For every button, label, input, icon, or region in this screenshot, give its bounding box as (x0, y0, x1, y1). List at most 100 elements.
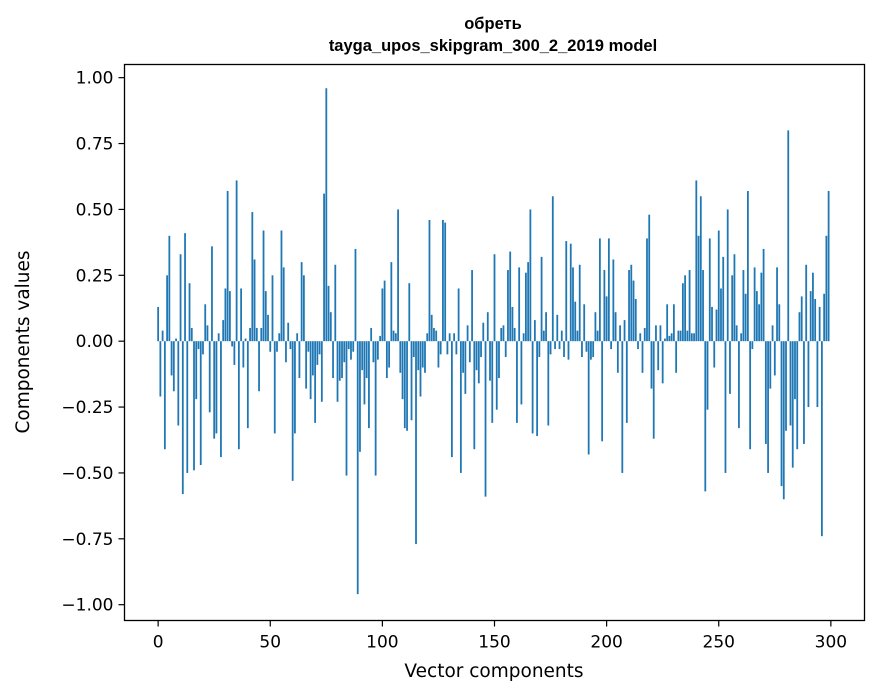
bar (417, 341, 420, 371)
x-tick-label: 150 (478, 633, 510, 653)
bar (724, 341, 727, 473)
bar (762, 248, 765, 342)
bar (522, 333, 525, 342)
bar (563, 341, 565, 357)
bar (621, 341, 624, 473)
bar (740, 333, 743, 342)
bar (468, 341, 471, 363)
bar (166, 275, 168, 342)
bar (666, 304, 669, 342)
bar (296, 333, 299, 342)
bar (812, 272, 814, 342)
bar (399, 341, 402, 373)
bar (269, 341, 272, 352)
bar (567, 341, 570, 360)
bar (235, 180, 238, 342)
bar (507, 270, 509, 342)
bar (193, 341, 195, 471)
bar (751, 341, 754, 350)
x-tick-label: 100 (366, 633, 398, 653)
bar (641, 341, 644, 373)
bar (560, 330, 563, 342)
bar (731, 275, 734, 342)
bar (361, 341, 364, 371)
bar (639, 333, 642, 342)
bar (807, 341, 810, 408)
bar (554, 341, 556, 350)
bar (760, 272, 763, 342)
x-tick-label: 200 (590, 633, 622, 653)
bar (419, 341, 422, 397)
bar (594, 312, 597, 342)
bar (291, 341, 294, 481)
bar (610, 341, 612, 350)
bar (715, 309, 718, 342)
bar (688, 270, 691, 342)
bar (520, 341, 523, 405)
y-tick-label: −0.75 (61, 530, 113, 550)
bar (491, 341, 494, 423)
bar (484, 341, 487, 497)
bar (320, 341, 323, 402)
bar (202, 341, 204, 355)
bar (623, 320, 626, 342)
bar (175, 338, 177, 342)
bar (285, 341, 287, 363)
bar (428, 219, 431, 342)
bar (818, 306, 821, 342)
bar (581, 341, 583, 357)
bar (702, 270, 704, 342)
bar (229, 291, 231, 342)
bar (538, 341, 541, 357)
bar (442, 219, 444, 342)
bar (502, 325, 505, 342)
bar (675, 341, 678, 373)
bar (289, 341, 292, 350)
bar (341, 341, 343, 379)
bar (354, 248, 357, 342)
bar (464, 341, 467, 394)
bar (697, 235, 700, 342)
bar (805, 264, 808, 342)
bar (637, 341, 639, 350)
bar (435, 330, 438, 342)
bar (446, 341, 449, 355)
bar (421, 341, 424, 368)
bar (525, 272, 527, 342)
bar (583, 304, 586, 342)
plot-frame (123, 63, 866, 622)
bar (498, 341, 500, 379)
bar (747, 190, 749, 342)
bar (314, 341, 316, 423)
bar (690, 333, 693, 342)
bar (677, 330, 680, 342)
bar (726, 209, 729, 342)
bar (316, 341, 319, 365)
bar (509, 251, 512, 342)
bar (764, 341, 767, 444)
bar (455, 341, 458, 355)
bar (518, 267, 521, 342)
bar (809, 291, 812, 342)
bar (220, 341, 222, 458)
bar (374, 341, 377, 476)
bar (504, 341, 507, 357)
bar (246, 341, 249, 429)
bar (251, 212, 254, 342)
bar (242, 341, 245, 368)
bar (540, 256, 543, 342)
x-axis: 0 50 100 150 200 250 300 (153, 620, 847, 653)
bar (253, 259, 256, 342)
bar (619, 325, 621, 342)
bar (482, 322, 485, 342)
bar (410, 341, 413, 421)
bar (695, 180, 698, 342)
bar (722, 256, 725, 342)
bar (473, 341, 476, 450)
bar (616, 341, 619, 373)
y-tick-label: 1.00 (76, 69, 114, 89)
bar (711, 306, 713, 342)
bar (208, 341, 211, 413)
bar (161, 330, 164, 342)
